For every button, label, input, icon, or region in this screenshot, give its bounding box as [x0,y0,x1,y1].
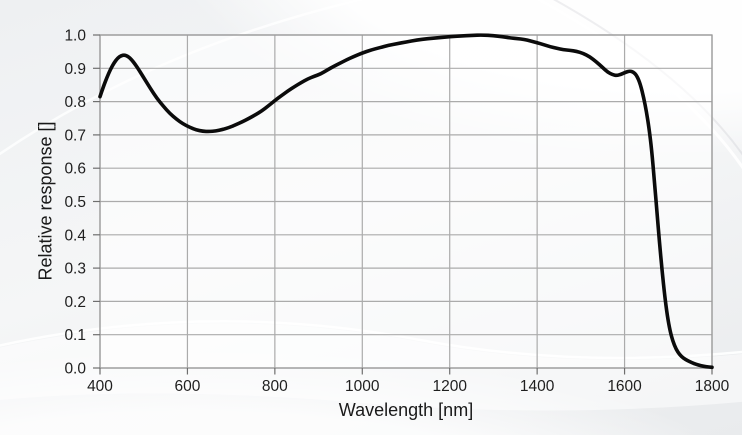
y-tick-label: 0.2 [64,294,86,311]
y-tick-label: 0.0 [64,361,86,378]
y-tick-label: 0.4 [64,227,86,244]
y-tick-label: 0.3 [64,261,86,278]
x-tick-label: 1200 [432,378,467,395]
x-tick-label: 800 [262,378,288,395]
x-tick-label: 400 [87,378,113,395]
y-tick-label: 0.9 [64,61,86,78]
y-tick-label: 0.5 [64,194,86,211]
x-tick-label: 1600 [607,378,642,395]
x-tick-label: 1000 [345,378,380,395]
y-tick-label: 0.1 [64,327,86,344]
response-curve [98,33,714,370]
y-tick-label: 0.6 [64,161,86,178]
x-tick-label: 600 [174,378,200,395]
y-tick-label: 0.8 [64,94,86,111]
x-tick-label: 1800 [695,378,730,395]
x-tick-label: 1400 [520,378,555,395]
y-tick-label: 1.0 [64,28,86,45]
x-axis-title: Wavelength [nm] [338,400,474,420]
y-axis-title: Relative response [] [35,121,56,281]
y-tick-label: 0.7 [64,127,86,144]
